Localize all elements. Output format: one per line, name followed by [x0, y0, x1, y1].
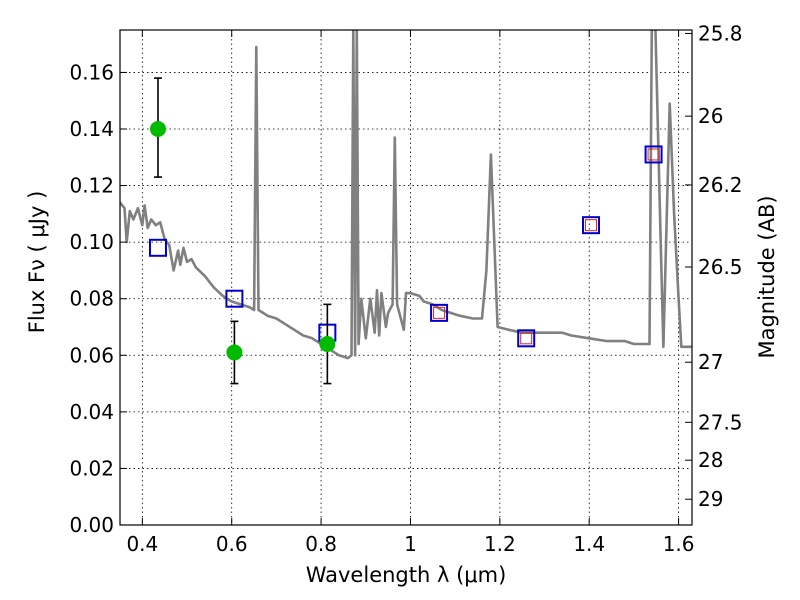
- y2-axis-label: Magnitude (AB): [755, 195, 779, 358]
- x-tick-label: 0.4: [126, 532, 158, 556]
- y-tick-label: 0.00: [69, 513, 114, 537]
- x-tick-label: 1.2: [484, 532, 516, 556]
- y-axis-label: Flux Fν ( μJy ): [25, 191, 49, 334]
- model-photometry-inner-box: [647, 148, 660, 161]
- y-tick-label: 0.04: [69, 400, 114, 424]
- y-tick-label: 0.06: [69, 343, 114, 367]
- observed-point: [149, 121, 166, 137]
- plot-frame: [119, 29, 693, 526]
- mag-tick-label: 28: [698, 448, 723, 472]
- model-photometry-box: [225, 289, 244, 308]
- model-spectrum-line: [120, 30, 692, 360]
- model-photometry-inner-box: [433, 306, 446, 319]
- model-photometry-box: [582, 216, 601, 235]
- model-photometry-inner-box: [520, 332, 533, 345]
- model-photometry-box: [148, 238, 167, 257]
- model-photometry-box: [517, 329, 536, 348]
- model-photometry-inner-box: [585, 219, 598, 232]
- x-tick-label: 1.6: [663, 532, 695, 556]
- y-tick-label: 0.16: [69, 60, 114, 84]
- x-tick-label: 1: [404, 532, 417, 556]
- model-photometry-box: [430, 303, 449, 322]
- observed-point: [226, 344, 243, 361]
- mag-tick-label: 26.5: [698, 255, 743, 279]
- mag-tick-label: 29: [698, 487, 723, 511]
- observed-point: [319, 335, 336, 352]
- x-tick-label: 0.6: [216, 532, 248, 556]
- plot-area: [120, 30, 692, 385]
- x-tick-label: 1.4: [573, 532, 605, 556]
- mag-tick-label: 27.5: [698, 410, 743, 434]
- y-tick-label: 0.02: [69, 456, 114, 480]
- x-tick-label: 0.8: [305, 532, 337, 556]
- mag-tick-label: 25.8: [698, 21, 743, 45]
- y-tick-label: 0.12: [69, 174, 114, 198]
- y-tick-label: 0.10: [69, 230, 114, 254]
- mag-tick-label: 26: [698, 104, 723, 128]
- mag-tick-label: 27: [698, 350, 723, 374]
- x-axis-label: Wavelength λ (μm): [306, 563, 507, 587]
- model-photometry-box: [644, 145, 663, 164]
- y-tick-label: 0.14: [69, 117, 114, 141]
- ticks: 0.4 0.6 0.8 1 1.2 1.4 1.6 0.00 0.02 0.04 0.06 0.08 0…: [69, 21, 742, 556]
- y-tick-label: 0.08: [69, 287, 114, 311]
- mag-tick-label: 26.2: [698, 173, 743, 197]
